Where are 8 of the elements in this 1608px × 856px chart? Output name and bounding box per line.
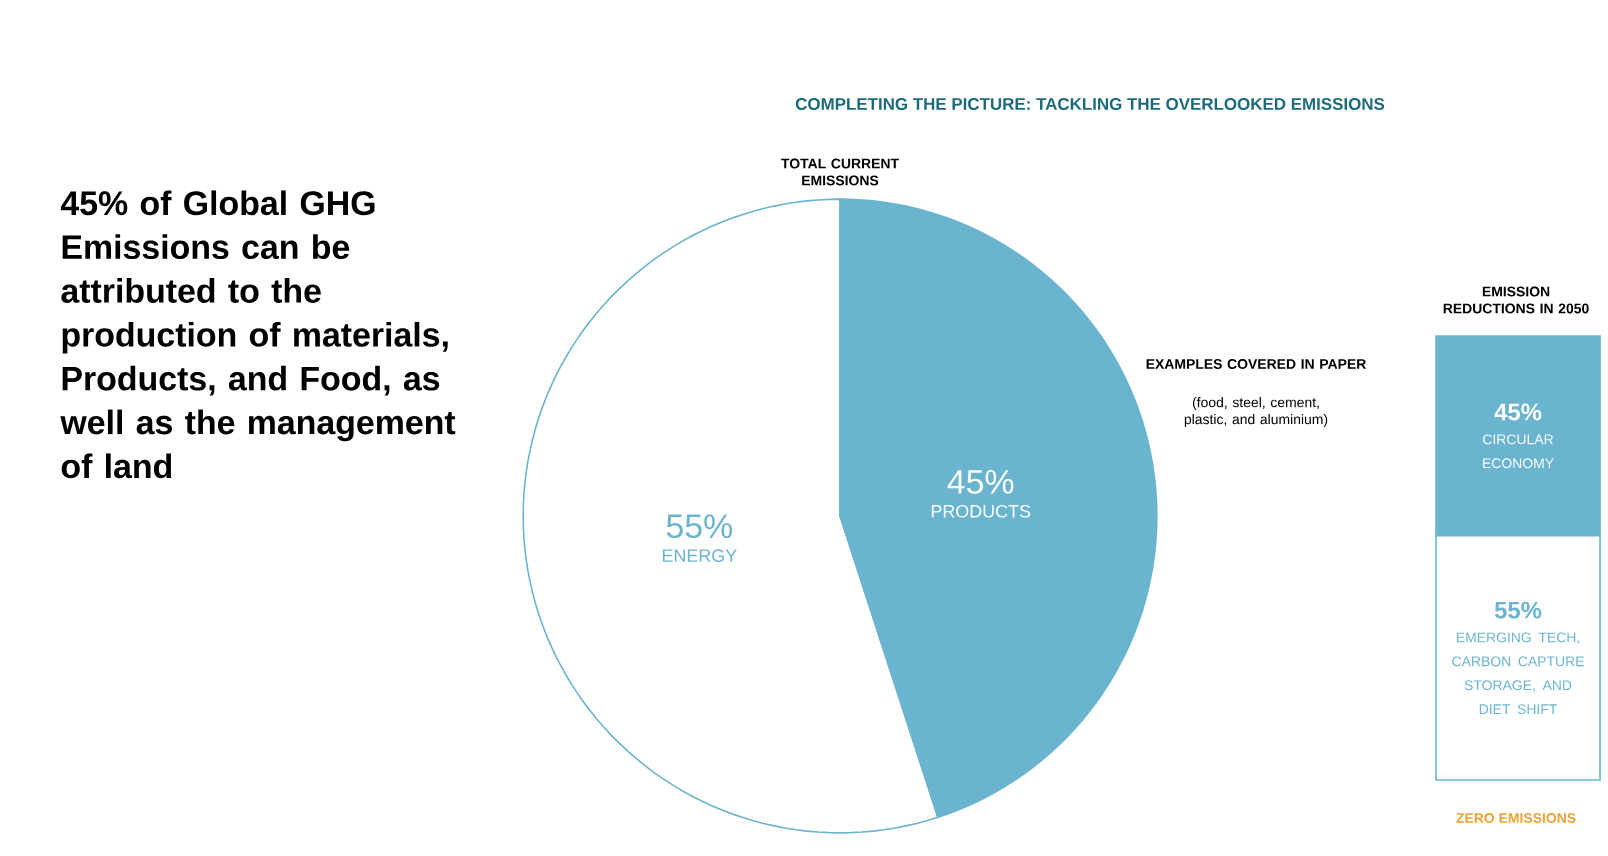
slice-label: ENERGY — [662, 549, 737, 562]
data-label: 55% — [1494, 601, 1542, 619]
data-label: 45% — [1494, 403, 1542, 421]
slice-label: PRODUCTS — [931, 504, 1031, 518]
chart-title: COMPLETING THE PICTURE: TACKLING THE OVERLOOKED EMISSIONS — [795, 98, 1385, 110]
data-label: 55% — [666, 514, 733, 539]
text: 45% of Global GHG Emissions can be attributed to the production of materials, Products, and Food, as well as the management of land — [60, 190, 456, 479]
data-label: 45% — [947, 470, 1014, 494]
